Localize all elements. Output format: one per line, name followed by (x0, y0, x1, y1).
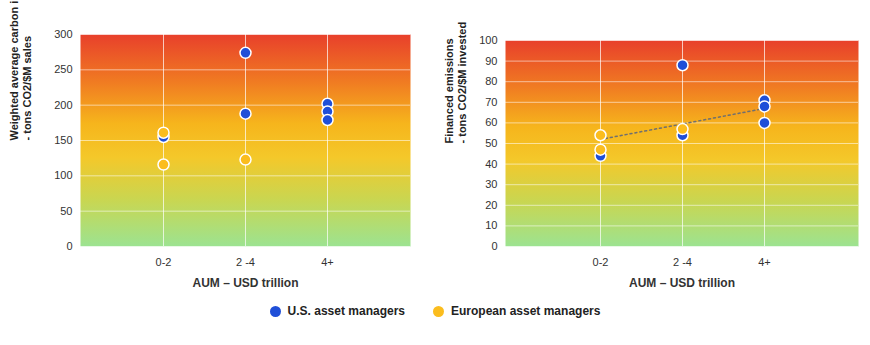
html-text:U.S. asset managers: U.S. asset managers (287, 304, 405, 318)
svg-text:Financed emissions- tons CO2/$: Financed emissions- tons CO2/$M invested (443, 22, 468, 144)
svg-text:40: 40 (485, 158, 497, 170)
svg-text:20: 20 (485, 199, 497, 211)
svg-text:0: 0 (66, 240, 72, 252)
svg-text:70: 70 (485, 96, 497, 108)
svg-text:100: 100 (54, 169, 72, 181)
svg-text:50: 50 (485, 137, 497, 149)
svg-text:250: 250 (54, 63, 72, 75)
svg-text:80: 80 (485, 75, 497, 87)
svg-text:60: 60 (485, 116, 497, 128)
svg-text:30: 30 (485, 178, 497, 190)
svg-text:90: 90 (485, 55, 497, 67)
svg-text:150: 150 (54, 134, 72, 146)
svg-text:2 -4: 2 -4 (673, 256, 692, 268)
svg-text:300: 300 (54, 28, 72, 40)
svg-text:0: 0 (491, 240, 497, 252)
svg-text:4+: 4+ (758, 256, 771, 268)
svg-text:2 -4: 2 -4 (236, 256, 255, 268)
svg-text:AUM – USD trillion: AUM – USD trillion (629, 276, 735, 290)
svg-text:AUM – USD trillion: AUM – USD trillion (192, 276, 298, 290)
svg-text:0-2: 0-2 (593, 256, 609, 268)
svg-text:4+: 4+ (321, 256, 334, 268)
svg-text:100: 100 (479, 34, 497, 46)
svg-text:200: 200 (54, 99, 72, 111)
svg-text:10: 10 (485, 219, 497, 231)
svg-text:0-2: 0-2 (156, 256, 172, 268)
html-text:European asset managers: European asset managers (451, 304, 601, 318)
svg-text:Weighted average carbon intens: Weighted average carbon intensity- tons … (8, 0, 33, 141)
svg-text:50: 50 (60, 205, 72, 217)
